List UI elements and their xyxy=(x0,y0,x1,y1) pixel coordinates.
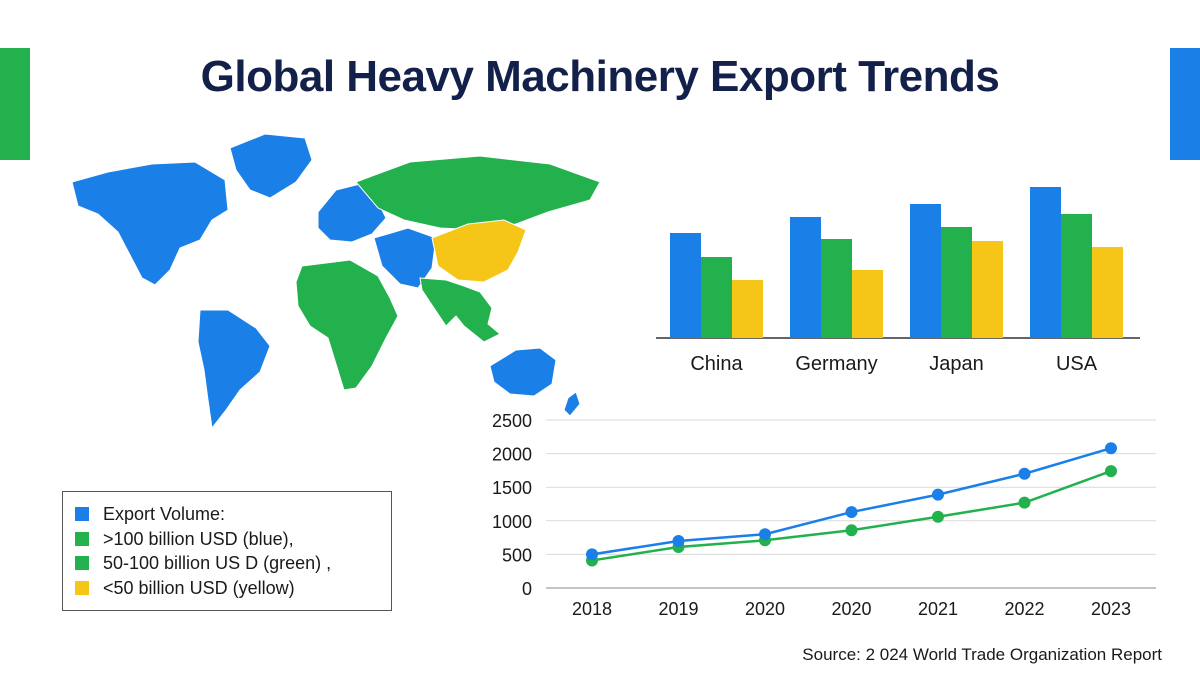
accent-bar-right xyxy=(1170,48,1200,160)
bar-category-label: USA xyxy=(1056,353,1098,375)
legend-item: Export Volume: xyxy=(75,502,379,527)
bar-usa-yellow xyxy=(1092,247,1123,338)
bar-category-label: Japan xyxy=(929,353,984,375)
source-note: Source: 2 024 World Trade Organization R… xyxy=(802,645,1162,664)
page-title: Global Heavy Machinery Export Trends xyxy=(200,52,1000,101)
bar-chart: China Germany Japan USA xyxy=(656,187,1140,375)
bar-china-blue xyxy=(670,233,701,338)
line-point-blue xyxy=(672,534,685,547)
map-region-china xyxy=(431,219,527,283)
legend-label: Export Volume: xyxy=(103,504,226,524)
line-point-blue xyxy=(845,506,858,519)
bar-japan-green xyxy=(941,227,972,338)
line-x-tick-label: 2019 xyxy=(658,599,698,619)
map-region-africa xyxy=(295,259,399,391)
map-region-australia xyxy=(489,347,557,397)
line-y-tick-label: 1000 xyxy=(492,512,532,532)
legend-swatch xyxy=(75,556,89,571)
line-x-tick-label: 2021 xyxy=(918,599,958,619)
legend-label: 50-100 billion US D (green) , xyxy=(103,553,332,573)
line-point-blue xyxy=(1105,442,1117,455)
map-region-south-america xyxy=(197,309,271,430)
legend-label: <50 billion USD (yellow) xyxy=(103,577,295,598)
map-region-north-america xyxy=(71,161,229,286)
legend-swatch xyxy=(75,507,89,522)
line-y-tick-label: 2500 xyxy=(492,411,532,431)
bar-category-label: China xyxy=(690,353,743,375)
line-point-blue xyxy=(586,548,598,561)
legend-label: >100 billion USD (blue), xyxy=(103,528,294,549)
line-point-green xyxy=(1018,496,1031,509)
legend-swatch xyxy=(75,580,89,595)
accent-bar-left xyxy=(0,48,30,160)
line-x-tick-label: 2020 xyxy=(745,599,785,619)
legend: Export Volume: >100 billion USD (blue), … xyxy=(62,491,392,611)
bar-china-green xyxy=(701,257,732,338)
line-point-green xyxy=(932,510,944,523)
line-point-blue xyxy=(932,488,944,501)
bar-germany-blue xyxy=(790,217,821,338)
legend-swatch xyxy=(75,531,89,546)
bar-china-yellow xyxy=(732,280,763,338)
legend-item: 50-100 billion US D (green) , xyxy=(75,551,379,576)
line-y-tick-label: 1500 xyxy=(492,478,532,498)
bar-japan-yellow xyxy=(972,241,1003,338)
line-point-green xyxy=(1105,465,1117,478)
map-region-new-zealand xyxy=(563,391,581,417)
bar-japan-blue xyxy=(910,204,941,338)
legend-item: <50 billion USD (yellow) xyxy=(75,576,379,601)
line-y-tick-label: 0 xyxy=(522,579,532,599)
bar-usa-blue xyxy=(1030,187,1061,338)
legend-item: >100 billion USD (blue), xyxy=(75,527,379,552)
map-region-greenland xyxy=(229,133,313,199)
line-series-blue xyxy=(591,447,1112,556)
map-region-europe xyxy=(317,183,387,243)
map-region-india-southeast-asia xyxy=(419,277,501,343)
line-point-green xyxy=(845,524,858,537)
line-x-tick-label: 2023 xyxy=(1091,599,1131,619)
line-x-tick-label: 2022 xyxy=(1004,599,1044,619)
line-y-tick-label: 2000 xyxy=(492,445,532,465)
line-x-tick-label: 2018 xyxy=(572,599,612,619)
line-x-tick-label: 2020 xyxy=(831,599,871,619)
world-map xyxy=(71,133,601,430)
bar-germany-green xyxy=(821,239,852,338)
line-point-blue xyxy=(1018,467,1031,480)
line-y-tick-label: 500 xyxy=(502,545,532,565)
bar-usa-green xyxy=(1061,214,1092,338)
bar-category-label: Germany xyxy=(795,353,877,375)
line-point-blue xyxy=(759,528,771,541)
map-region-russia xyxy=(355,155,601,231)
bar-germany-yellow xyxy=(852,270,883,338)
line-chart: 0 500 1000 1500 2000 2500 2018 2019 2020 2020 2021… xyxy=(492,411,1156,619)
